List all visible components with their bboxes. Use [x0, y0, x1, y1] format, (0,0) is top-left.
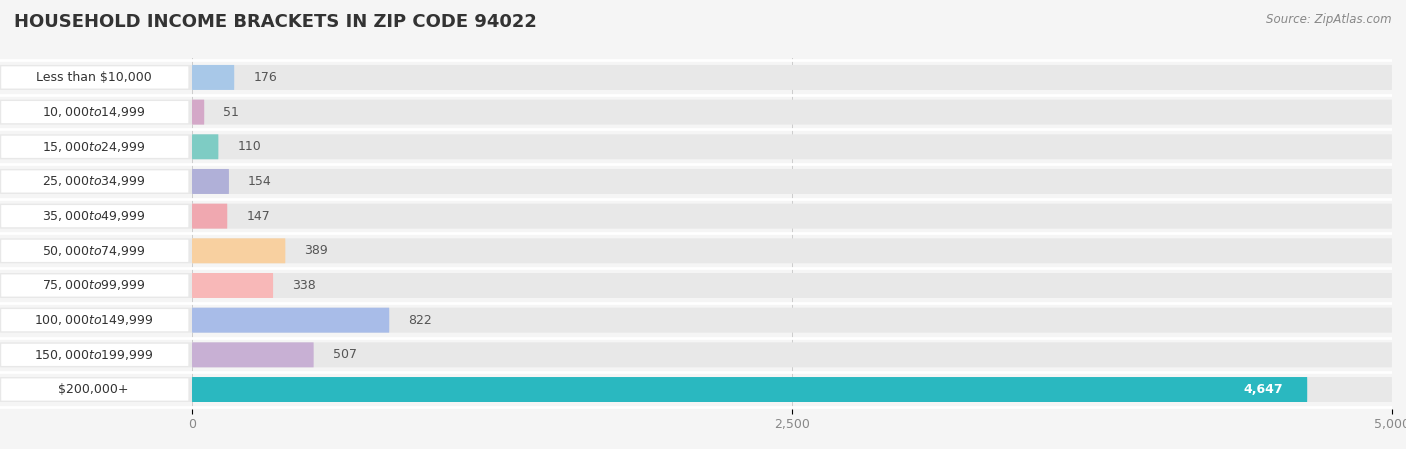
FancyBboxPatch shape: [1, 309, 188, 331]
Text: 507: 507: [333, 348, 357, 361]
FancyBboxPatch shape: [0, 169, 1392, 194]
FancyBboxPatch shape: [1, 170, 188, 193]
FancyBboxPatch shape: [1, 344, 188, 366]
Text: $150,000 to $199,999: $150,000 to $199,999: [34, 348, 153, 362]
FancyBboxPatch shape: [0, 204, 1392, 229]
FancyBboxPatch shape: [193, 65, 235, 90]
FancyBboxPatch shape: [193, 169, 229, 194]
FancyBboxPatch shape: [193, 377, 1308, 402]
FancyBboxPatch shape: [0, 308, 1392, 333]
Text: 51: 51: [224, 106, 239, 119]
Text: 4,647: 4,647: [1243, 383, 1284, 396]
FancyBboxPatch shape: [0, 377, 1392, 402]
Text: 338: 338: [292, 279, 316, 292]
FancyBboxPatch shape: [0, 238, 1392, 263]
FancyBboxPatch shape: [1, 136, 188, 158]
Text: 176: 176: [253, 71, 277, 84]
Text: 389: 389: [305, 244, 328, 257]
FancyBboxPatch shape: [1, 205, 188, 227]
Text: $100,000 to $149,999: $100,000 to $149,999: [34, 313, 153, 327]
Text: 147: 147: [246, 210, 270, 223]
FancyBboxPatch shape: [0, 273, 1392, 298]
FancyBboxPatch shape: [1, 379, 188, 401]
FancyBboxPatch shape: [193, 238, 285, 263]
Text: Source: ZipAtlas.com: Source: ZipAtlas.com: [1267, 13, 1392, 26]
FancyBboxPatch shape: [193, 100, 204, 125]
Text: 110: 110: [238, 140, 262, 153]
Text: 822: 822: [409, 314, 432, 327]
Text: HOUSEHOLD INCOME BRACKETS IN ZIP CODE 94022: HOUSEHOLD INCOME BRACKETS IN ZIP CODE 94…: [14, 13, 537, 31]
FancyBboxPatch shape: [0, 65, 1392, 90]
Text: $50,000 to $74,999: $50,000 to $74,999: [42, 244, 145, 258]
FancyBboxPatch shape: [193, 134, 218, 159]
FancyBboxPatch shape: [193, 308, 389, 333]
FancyBboxPatch shape: [0, 342, 1392, 367]
FancyBboxPatch shape: [1, 240, 188, 262]
Text: $10,000 to $14,999: $10,000 to $14,999: [42, 105, 145, 119]
Text: $200,000+: $200,000+: [58, 383, 129, 396]
FancyBboxPatch shape: [1, 66, 188, 88]
Text: $15,000 to $24,999: $15,000 to $24,999: [42, 140, 145, 154]
Text: $35,000 to $49,999: $35,000 to $49,999: [42, 209, 145, 223]
Text: Less than $10,000: Less than $10,000: [35, 71, 152, 84]
FancyBboxPatch shape: [193, 273, 273, 298]
FancyBboxPatch shape: [193, 204, 228, 229]
FancyBboxPatch shape: [0, 100, 1392, 125]
Text: $25,000 to $34,999: $25,000 to $34,999: [42, 175, 145, 189]
FancyBboxPatch shape: [193, 342, 314, 367]
FancyBboxPatch shape: [0, 134, 1392, 159]
Text: 154: 154: [247, 175, 271, 188]
Text: $75,000 to $99,999: $75,000 to $99,999: [42, 278, 145, 292]
FancyBboxPatch shape: [1, 274, 188, 297]
FancyBboxPatch shape: [1, 101, 188, 123]
